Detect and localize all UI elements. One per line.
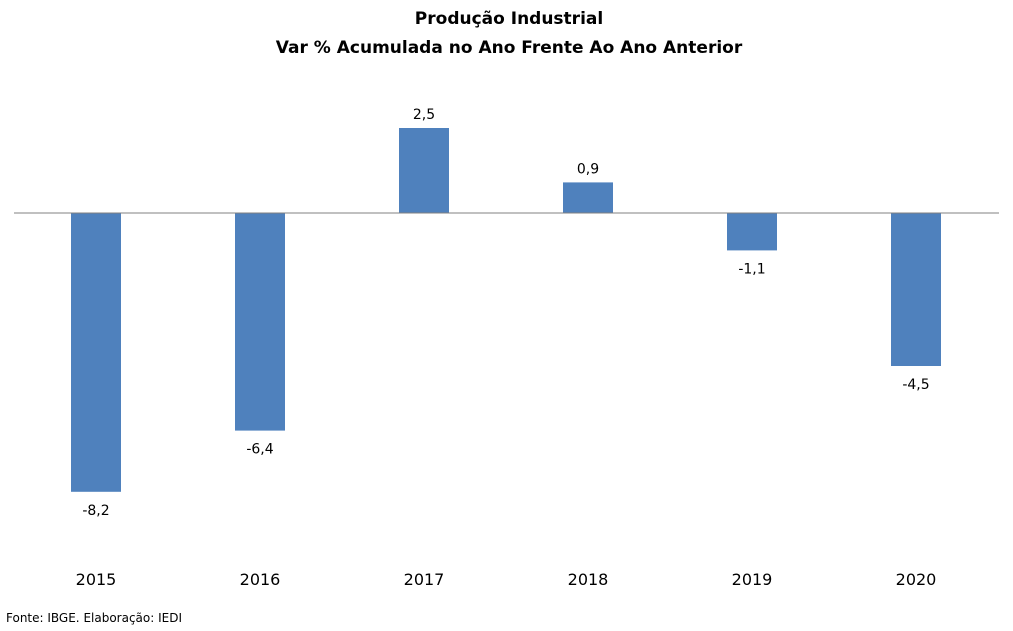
data-label-2019: -1,1 [738, 261, 765, 277]
x-tick-2018: 2018 [568, 570, 609, 589]
x-tick-2019: 2019 [732, 570, 773, 589]
data-label-2020: -4,5 [902, 377, 929, 393]
bar-2018 [563, 182, 613, 213]
source-note: Fonte: IBGE. Elaboração: IEDI [6, 611, 183, 625]
x-tick-2017: 2017 [404, 570, 445, 589]
bar-2019 [727, 213, 777, 251]
bars-group [71, 128, 941, 492]
bar-2016 [235, 213, 285, 431]
data-labels-group: -8,2 -6,4 2,5 0,9 -1,1 -4,5 [82, 107, 929, 519]
x-tick-2015: 2015 [76, 570, 117, 589]
x-tick-2016: 2016 [240, 570, 281, 589]
bar-2015 [71, 213, 121, 492]
data-label-2017: 2,5 [413, 107, 435, 123]
data-label-2015: -8,2 [82, 503, 109, 519]
data-label-2016: -6,4 [246, 442, 273, 458]
bar-2017 [399, 128, 449, 213]
x-axis-tick-labels: 2015 2016 2017 2018 2019 2020 [76, 570, 937, 589]
chart-title: Produção Industrial [415, 9, 603, 29]
bar-2020 [891, 213, 941, 366]
data-label-2018: 0,9 [577, 161, 599, 177]
x-tick-2020: 2020 [896, 570, 937, 589]
chart-subtitle: Var % Acumulada no Ano Frente Ao Ano Ant… [276, 38, 743, 58]
